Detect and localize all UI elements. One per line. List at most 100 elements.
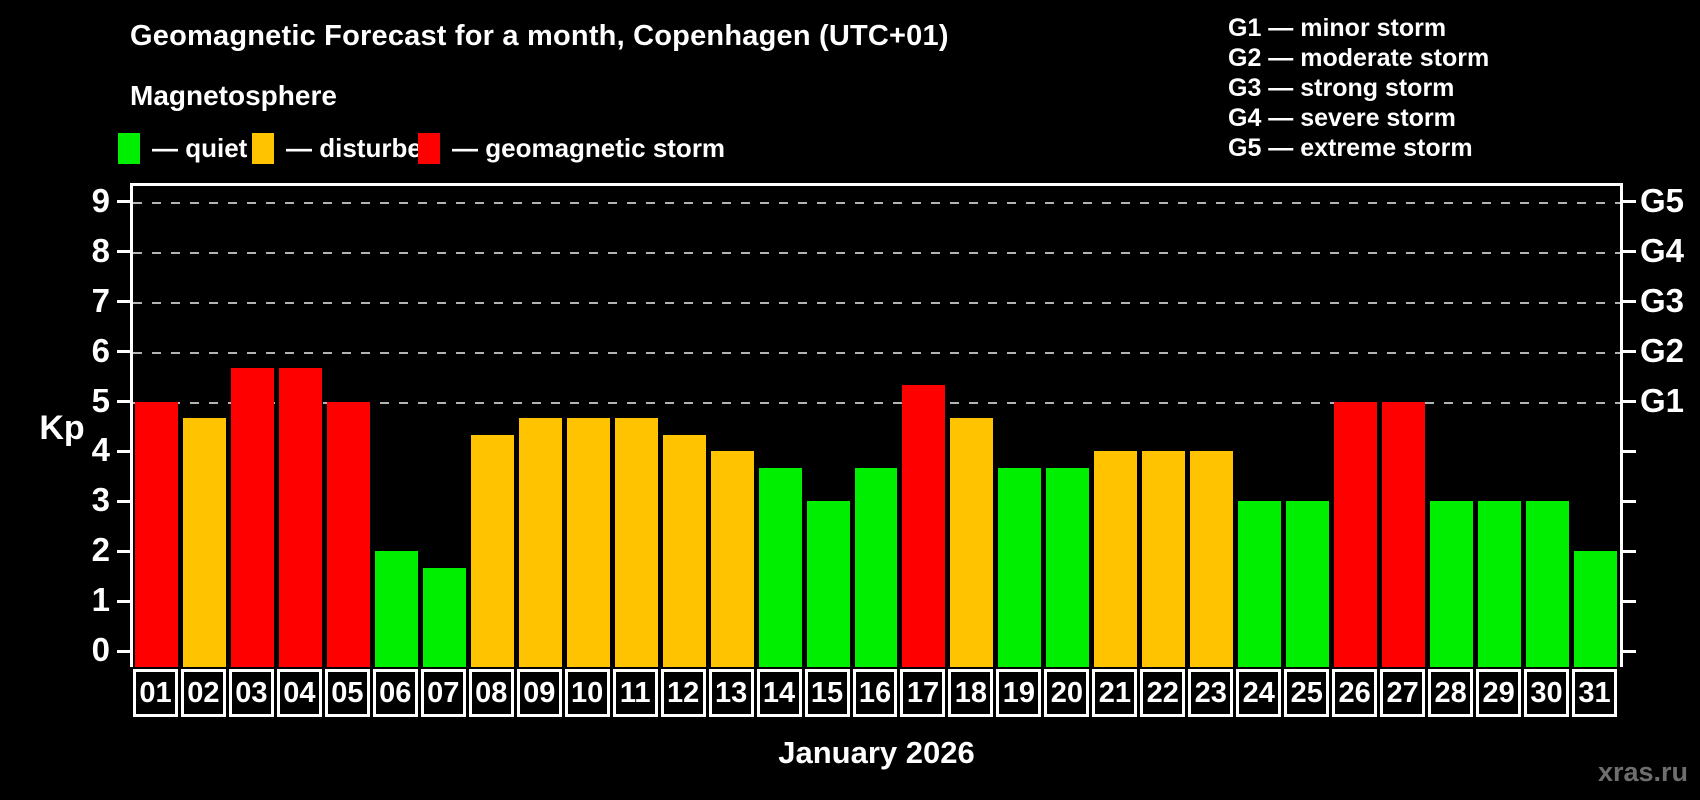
right-tick-kp7 bbox=[1623, 300, 1636, 304]
left-tick-kp6 bbox=[117, 350, 130, 354]
left-tick-kp8 bbox=[117, 250, 130, 254]
bar-day-16 bbox=[854, 467, 898, 667]
left-tick-kp2 bbox=[117, 549, 130, 553]
left-tick-kp0 bbox=[117, 649, 130, 653]
y-axis-label-1: 1 bbox=[91, 581, 110, 619]
day-label-24: 24 bbox=[1236, 669, 1282, 717]
bar-day-30 bbox=[1526, 501, 1570, 667]
chart-title: Geomagnetic Forecast for a month, Copenh… bbox=[130, 20, 949, 52]
gridline-kp8 bbox=[133, 251, 1620, 254]
day-label-15: 15 bbox=[804, 669, 850, 717]
y-axis-label-6: 6 bbox=[91, 331, 110, 369]
bar-day-05 bbox=[326, 401, 370, 667]
storm-scale-line-g4: G4 — severe storm bbox=[1228, 104, 1456, 132]
legend-item-label: — geomagnetic storm bbox=[452, 133, 726, 163]
gridline-kp6 bbox=[133, 351, 1620, 354]
day-label-28: 28 bbox=[1428, 669, 1474, 717]
legend-item-label: — quiet bbox=[152, 133, 248, 163]
bar-day-13 bbox=[710, 451, 754, 667]
bar-day-19 bbox=[998, 467, 1042, 667]
y-axis-label-3: 3 bbox=[91, 481, 110, 519]
y-axis-label-2: 2 bbox=[91, 531, 110, 569]
day-label-26: 26 bbox=[1332, 669, 1378, 717]
legend-item-disturbed: — disturbed bbox=[252, 133, 438, 164]
y-axis-label-5: 5 bbox=[91, 381, 110, 419]
right-tick-kp1 bbox=[1623, 599, 1636, 603]
day-label-12: 12 bbox=[660, 669, 706, 717]
legend-item-label: — disturbed bbox=[286, 133, 438, 163]
day-label-06: 06 bbox=[372, 669, 418, 717]
storm-color-swatch bbox=[418, 133, 440, 164]
bar-day-03 bbox=[230, 368, 274, 667]
bar-day-31 bbox=[1574, 551, 1617, 667]
right-tick-kp6 bbox=[1623, 350, 1636, 354]
right-tick-kp5 bbox=[1623, 400, 1636, 404]
bar-day-25 bbox=[1286, 501, 1330, 667]
x-axis-day-labels: 01 02 03 04 05 06 07 08 09 10 11 12 13 14 15 16 17 18 19 20… bbox=[133, 669, 1623, 717]
magnetosphere-label: Magnetosphere bbox=[130, 80, 337, 111]
bar-day-20 bbox=[1046, 467, 1090, 667]
gridline-kp5 bbox=[133, 401, 1620, 404]
day-label-30: 30 bbox=[1524, 669, 1570, 717]
bar-day-09 bbox=[518, 418, 562, 667]
bar-day-21 bbox=[1094, 451, 1138, 667]
y-axis-label-7: 7 bbox=[91, 281, 110, 319]
y-axis-label-4: 4 bbox=[91, 431, 110, 469]
bar-day-18 bbox=[950, 418, 994, 667]
right-axis-label-g1: G1 bbox=[1640, 381, 1685, 419]
storm-scale-line-g3: G3 — strong storm bbox=[1228, 74, 1455, 102]
left-tick-kp9 bbox=[117, 200, 130, 204]
bar-day-07 bbox=[422, 567, 466, 667]
bar-day-29 bbox=[1478, 501, 1522, 667]
left-tick-kp7 bbox=[117, 300, 130, 304]
day-label-01: 01 bbox=[133, 669, 178, 717]
day-label-05: 05 bbox=[324, 669, 370, 717]
bar-day-15 bbox=[806, 501, 850, 667]
day-label-08: 08 bbox=[468, 669, 514, 717]
right-tick-kp4 bbox=[1623, 449, 1636, 453]
bar-day-24 bbox=[1238, 501, 1282, 667]
left-tick-kp4 bbox=[117, 449, 130, 453]
day-label-19: 19 bbox=[996, 669, 1042, 717]
day-label-03: 03 bbox=[228, 669, 274, 717]
day-label-21: 21 bbox=[1092, 669, 1138, 717]
bar-day-12 bbox=[662, 434, 706, 667]
right-tick-kp8 bbox=[1623, 250, 1636, 254]
bar-day-01 bbox=[135, 401, 178, 667]
day-label-09: 09 bbox=[516, 669, 562, 717]
storm-scale-line-g1: G1 — minor storm bbox=[1228, 14, 1447, 42]
right-axis-label-g3: G3 bbox=[1640, 281, 1685, 319]
right-axis-label-g4: G4 bbox=[1640, 231, 1685, 269]
right-tick-kp0 bbox=[1623, 649, 1636, 653]
bar-day-26 bbox=[1334, 401, 1378, 667]
day-label-22: 22 bbox=[1140, 669, 1186, 717]
quiet-color-swatch bbox=[118, 133, 140, 164]
y-axis-label-0: 0 bbox=[91, 631, 110, 668]
day-label-16: 16 bbox=[852, 669, 898, 717]
left-tick-kp3 bbox=[117, 499, 130, 503]
day-label-11: 11 bbox=[612, 669, 658, 717]
bar-day-10 bbox=[566, 418, 610, 667]
legend-item-storm: — geomagnetic storm bbox=[418, 133, 725, 164]
bar-day-02 bbox=[182, 418, 226, 667]
right-tick-kp2 bbox=[1623, 549, 1636, 553]
bar-day-06 bbox=[374, 551, 418, 667]
gridline-kp7 bbox=[133, 301, 1620, 304]
bar-day-08 bbox=[470, 434, 514, 667]
storm-scale-legend: G1 — minor storm G2 — moderate storm G3 — … bbox=[1228, 13, 1489, 163]
storm-scale-line-g2: G2 — moderate storm bbox=[1228, 44, 1490, 72]
right-axis-label-g2: G2 bbox=[1640, 331, 1685, 369]
disturbed-color-swatch bbox=[252, 133, 274, 164]
day-label-13: 13 bbox=[708, 669, 754, 717]
bar-day-28 bbox=[1430, 501, 1474, 667]
bar-day-22 bbox=[1142, 451, 1186, 667]
right-tick-kp3 bbox=[1623, 499, 1636, 503]
day-label-17: 17 bbox=[900, 669, 946, 717]
y-axis-label-9: 9 bbox=[91, 181, 110, 219]
y-axis-label-8: 8 bbox=[91, 231, 110, 269]
day-label-14: 14 bbox=[756, 669, 802, 717]
day-label-02: 02 bbox=[180, 669, 226, 717]
right-tick-kp9 bbox=[1623, 200, 1636, 204]
bar-day-11 bbox=[614, 418, 658, 667]
bar-day-14 bbox=[758, 467, 802, 667]
